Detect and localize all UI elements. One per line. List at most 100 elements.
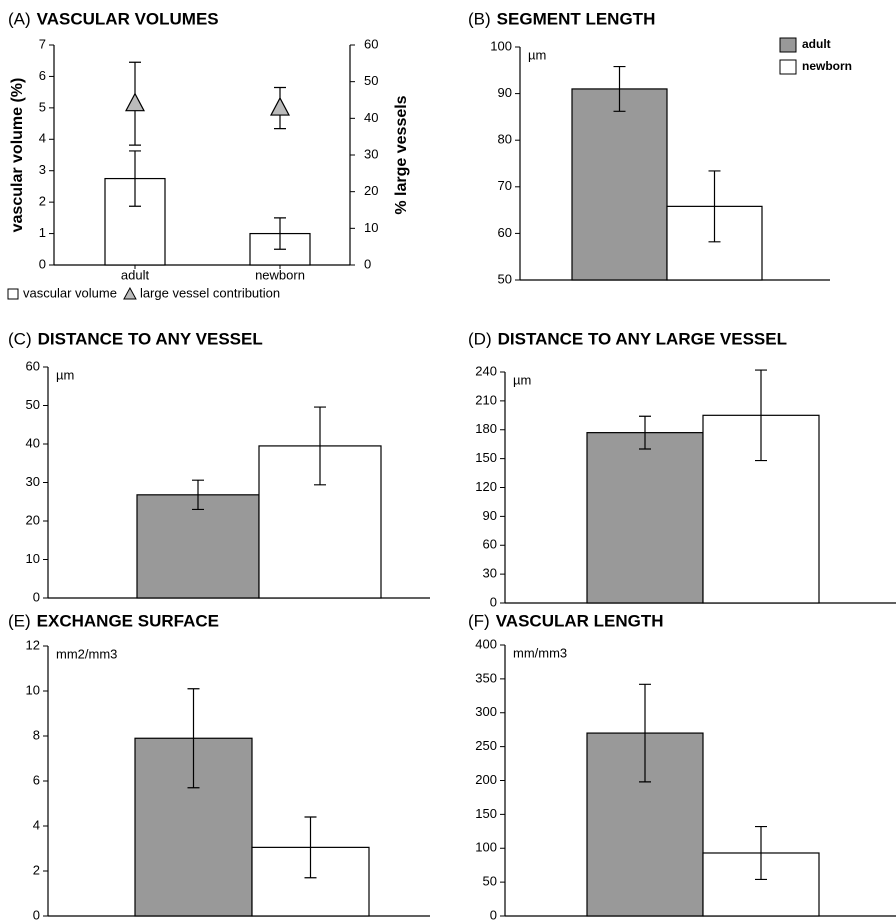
y-tick-label: 250 [475, 738, 497, 753]
panel-label: (F) [468, 611, 490, 630]
y2-tick-label: 50 [364, 73, 378, 88]
bar [136, 494, 260, 599]
unit-label: µm [528, 47, 546, 62]
y-tick-label: 150 [475, 450, 497, 465]
chart-title: SEGMENT LENGTH [497, 9, 656, 28]
y-tick-label: 6 [39, 68, 46, 83]
error-bar [314, 406, 326, 486]
y2-tick-label: 0 [364, 256, 371, 271]
y-tick-label: 12 [26, 637, 40, 652]
y-tick-label: 0 [490, 594, 497, 609]
unit-label: mm2/mm3 [56, 646, 117, 661]
y-tick-label: 60 [26, 358, 40, 373]
y-tick-label: 2 [33, 862, 40, 877]
y2-tick-label: 60 [364, 36, 378, 51]
triangle-marker [270, 96, 290, 116]
error-bar [639, 683, 651, 783]
legend-swatch [7, 288, 19, 300]
y-tick-label: 10 [26, 551, 40, 566]
y-tick-label: 180 [475, 421, 497, 436]
y-tick-label: 90 [498, 85, 512, 100]
y2-tick-label: 30 [364, 146, 378, 161]
y-tick-label: 60 [483, 537, 497, 552]
y-tick-label: 350 [475, 670, 497, 685]
error-bar [755, 825, 767, 881]
x-tick-label: newborn [255, 267, 305, 282]
bar [702, 852, 820, 917]
y-tick-label: 50 [483, 874, 497, 889]
y-tick-label: 400 [475, 636, 497, 651]
legend-label: newborn [802, 59, 852, 73]
unit-label: µm [56, 367, 74, 382]
y-axis-label: vascular volume (%) [9, 78, 26, 233]
legend-swatch [779, 59, 797, 75]
legend-swatch [779, 37, 797, 53]
error-bar [129, 150, 141, 207]
chart-title: VASCULAR LENGTH [496, 611, 664, 630]
y-tick-label: 20 [26, 512, 40, 527]
y-tick-label: 5 [39, 99, 46, 114]
panel-label: (D) [468, 329, 492, 348]
unit-label: mm/mm3 [513, 645, 567, 660]
y-tick-label: 40 [26, 435, 40, 450]
y-tick-label: 90 [483, 508, 497, 523]
bar [571, 88, 668, 281]
panel-label: (B) [468, 9, 491, 28]
y-tick-label: 1 [39, 225, 46, 240]
panel-label: (E) [8, 611, 31, 630]
error-bar [708, 170, 721, 243]
unit-label: µm [513, 372, 531, 387]
x-tick-label: adult [121, 267, 150, 282]
panel-label: (C) [8, 329, 32, 348]
y-tick-label: 50 [26, 397, 40, 412]
y-tick-label: 80 [498, 132, 512, 147]
chart-title: DISTANCE TO ANY VESSEL [38, 329, 263, 348]
y-tick-label: 30 [483, 566, 497, 581]
legend-swatch [123, 286, 137, 300]
y-tick-label: 240 [475, 363, 497, 378]
y-tick-label: 30 [26, 474, 40, 489]
y-tick-label: 150 [475, 806, 497, 821]
error-bar [274, 217, 286, 250]
y-tick-label: 200 [475, 772, 497, 787]
y-tick-label: 60 [498, 225, 512, 240]
y-tick-label: 4 [39, 131, 46, 146]
legend-label: adult [802, 37, 831, 51]
triangle-marker [125, 92, 145, 112]
y-tick-label: 0 [490, 907, 497, 922]
y-tick-label: 3 [39, 162, 46, 177]
error-bar [304, 816, 317, 879]
y-tick-label: 4 [33, 817, 40, 832]
bar [586, 432, 704, 604]
y-tick-label: 2 [39, 194, 46, 209]
y2-tick-label: 40 [364, 110, 378, 125]
legend-label: vascular volume [23, 285, 117, 300]
chart-title: DISTANCE TO ANY LARGE VESSEL [498, 329, 787, 348]
chart-title: EXCHANGE SURFACE [37, 611, 219, 630]
error-bar [639, 415, 651, 450]
y2-tick-label: 10 [364, 220, 378, 235]
y-tick-label: 8 [33, 727, 40, 742]
y-tick-label: 100 [475, 840, 497, 855]
y-tick-label: 100 [490, 38, 512, 53]
y-tick-label: 50 [498, 271, 512, 286]
y-tick-label: 120 [475, 479, 497, 494]
y-tick-label: 0 [33, 589, 40, 604]
error-bar [755, 369, 767, 462]
y-tick-label: 210 [475, 392, 497, 407]
error-bar [613, 65, 626, 112]
y2-axis-label: % large vessels [393, 95, 410, 214]
y2-tick-label: 20 [364, 183, 378, 198]
y-tick-label: 0 [33, 907, 40, 922]
error-bar [192, 479, 204, 511]
y-tick-label: 70 [498, 178, 512, 193]
y-tick-label: 7 [39, 36, 46, 51]
y-tick-label: 300 [475, 704, 497, 719]
chart-title: VASCULAR VOLUMES [37, 9, 219, 28]
legend-label: large vessel contribution [140, 285, 280, 300]
y-tick-label: 10 [26, 682, 40, 697]
y-tick-label: 6 [33, 772, 40, 787]
y-tick-label: 0 [39, 256, 46, 271]
